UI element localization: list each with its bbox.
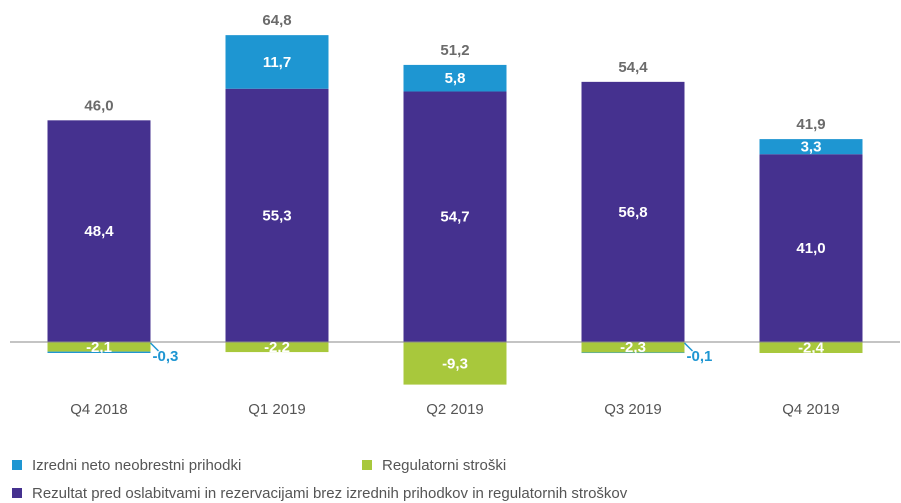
legend-swatch (12, 460, 22, 470)
data-label: 3,3 (801, 139, 822, 156)
bar-segment (759, 139, 863, 155)
bar-segment (47, 342, 151, 352)
total-label: 46,0 (84, 97, 113, 114)
data-label: -2,3 (620, 339, 646, 356)
total-label: 41,9 (796, 116, 825, 133)
x-tick-label: Q1 2019 (248, 401, 306, 418)
legend-label: Rezultat pred oslabitvami in rezervacija… (32, 485, 628, 502)
legend-label: Izredni neto neobrestni prihodki (32, 457, 241, 474)
data-label: -2,2 (264, 339, 290, 356)
bar-segment (581, 342, 685, 353)
leader-line (683, 342, 694, 352)
bar-segment (225, 342, 329, 353)
data-label: 54,7 (440, 209, 469, 226)
total-label: 51,2 (440, 42, 469, 59)
data-label: 55,3 (262, 207, 291, 224)
bar-segment (225, 35, 329, 89)
bar-segment (581, 352, 685, 354)
bar-segment (403, 64, 507, 92)
leader-line (149, 342, 160, 352)
bar-segment (759, 154, 863, 342)
legend-swatch (362, 460, 372, 470)
x-tick-label: Q3 2019 (604, 401, 662, 418)
x-tick-label: Q4 2018 (70, 401, 128, 418)
data-label: -9,3 (442, 355, 468, 372)
data-label: -0,3 (153, 348, 179, 365)
data-label: 48,4 (84, 223, 114, 240)
x-tick-label: Q2 2019 (426, 401, 484, 418)
total-label: 64,8 (262, 12, 291, 29)
bar-segment (47, 351, 151, 353)
data-label: 41,0 (796, 240, 825, 257)
data-label: -2,1 (86, 339, 112, 356)
data-label: 5,8 (445, 70, 466, 87)
data-label: 56,8 (618, 204, 647, 221)
data-label: -2,4 (798, 339, 825, 356)
legend-swatch (12, 488, 22, 498)
bar-segment (759, 342, 863, 353)
bar-segment (403, 91, 507, 342)
bar-segment (225, 88, 329, 342)
bar-segment (47, 120, 151, 342)
data-label: -0,1 (687, 348, 713, 365)
total-label: 54,4 (618, 59, 648, 76)
x-tick-label: Q4 2019 (782, 401, 840, 418)
legend-label: Regulatorni stroški (382, 457, 506, 474)
bar-segment (581, 81, 685, 342)
data-label: 11,7 (263, 54, 291, 71)
bar-segment (403, 342, 507, 385)
